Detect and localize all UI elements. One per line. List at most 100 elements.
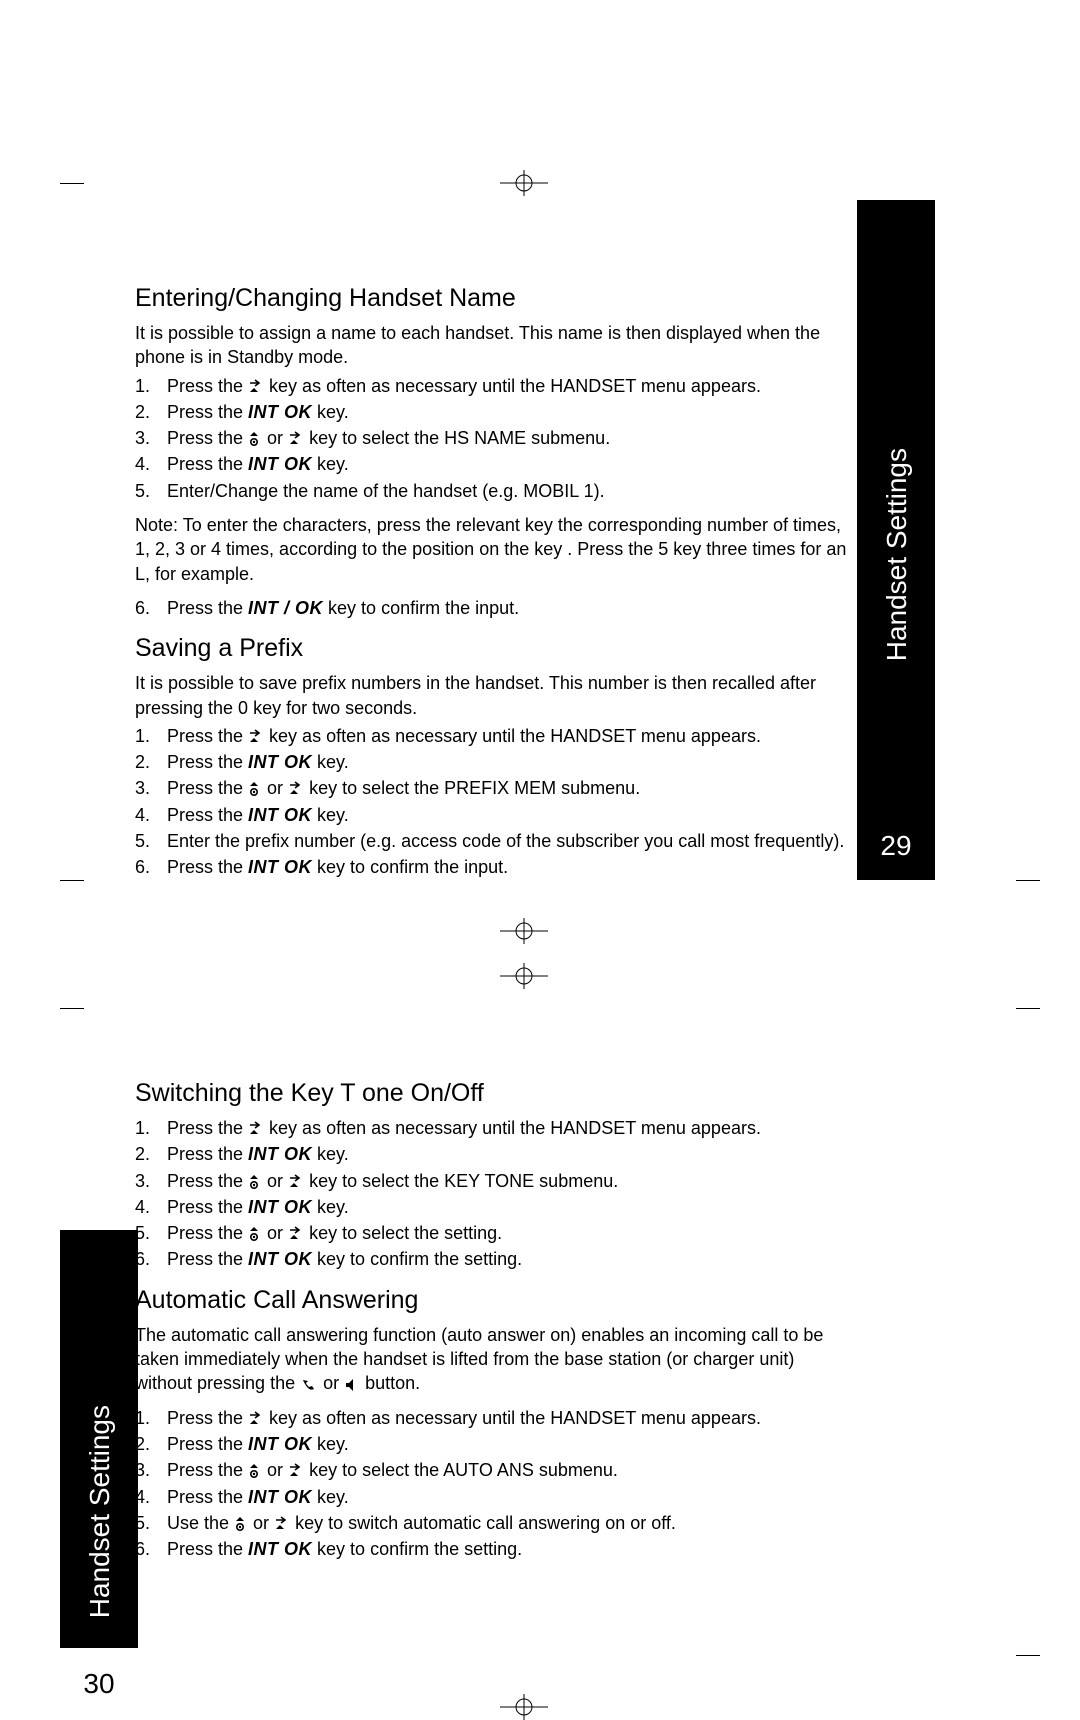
list-item: 2.Press the INT OK key. [135, 1142, 855, 1166]
step-number: 3. [135, 1169, 150, 1193]
step-number: 3. [135, 1458, 150, 1482]
step-text: key as often as necessary until the HAND… [264, 1408, 761, 1428]
step-text: Press the [167, 1197, 248, 1217]
crop-mark [60, 880, 84, 881]
right-down-arrow-icon [288, 780, 304, 798]
step-number: 1. [135, 1116, 150, 1140]
up-record-icon [248, 1173, 262, 1191]
step-text: Press the [167, 752, 248, 772]
step-text: key. [312, 1487, 349, 1507]
step-text: Press the [167, 1460, 248, 1480]
right-down-arrow-icon [248, 728, 264, 746]
list-item: 5. Enter the prefix number (e.g. access c… [135, 829, 855, 853]
step-text: key to confirm the setting. [312, 1249, 522, 1269]
section-tab-label: Handset Settings [84, 1405, 116, 1618]
right-down-arrow-icon [248, 378, 264, 396]
steps-handset-name-6: 6. Press the INT / OK key to confirm the … [135, 596, 855, 620]
step-number: 3. [135, 776, 150, 800]
step-text: Press the [167, 402, 248, 422]
crop-mark [1016, 880, 1040, 881]
list-item: 1. Press the key as often as necessary un… [135, 1406, 855, 1430]
step-number: 5. [135, 1511, 150, 1535]
up-record-icon [248, 1462, 262, 1480]
step-text: Press the [167, 1539, 248, 1559]
list-item: 4.Press the INT OK key. [135, 1195, 855, 1219]
crop-mark [1016, 1008, 1040, 1009]
step-text: key as often as necessary until the HAND… [264, 376, 761, 396]
list-item: 5.Press the or key to select the setting… [135, 1221, 855, 1245]
step-number: 1. [135, 724, 150, 748]
step-text: Enter the prefix number (e.g. access cod… [167, 831, 844, 851]
step-number: 2. [135, 750, 150, 774]
step-text: Press the [167, 1408, 248, 1428]
step-text: Press the [167, 428, 248, 448]
right-down-arrow-icon [274, 1515, 290, 1533]
step-text: Press the [167, 1249, 248, 1269]
step-text: Press the [167, 1223, 248, 1243]
list-item: 4.Press the INT OK key. [135, 1485, 855, 1509]
step-number: 2. [135, 1142, 150, 1166]
section-tab-label: Handset Settings [881, 448, 913, 661]
step-number: 6. [135, 596, 150, 620]
call-icon [300, 1377, 318, 1393]
right-down-arrow-icon [288, 1173, 304, 1191]
list-item: 5. Enter/Change the name of the handset (… [135, 479, 855, 503]
heading-handset-name: Entering/Changing Handset Name [135, 284, 855, 313]
up-record-icon [248, 430, 262, 448]
step-number: 2. [135, 400, 150, 424]
step-text: key to confirm the setting. [312, 1539, 522, 1559]
crop-mark [1016, 1655, 1040, 1656]
page-29: Entering/Changing Handset Name It is pos… [135, 270, 875, 886]
list-item: 6.Press the INT OK key to confirm the se… [135, 1537, 855, 1561]
step-text: key to switch automatic call answering o… [290, 1513, 676, 1533]
int-ok-key: INT OK [248, 1487, 312, 1507]
step-text: key to select the setting. [304, 1223, 502, 1243]
steps-handset-name: 1.Press the key as often as necessary un… [135, 374, 855, 503]
step-text: key to confirm the input. [323, 598, 519, 618]
right-down-arrow-icon [248, 1120, 264, 1138]
step-number: 1. [135, 1406, 150, 1430]
step-text: Press the [167, 454, 248, 474]
registration-mark-icon [500, 918, 548, 944]
step-text: key to select the AUTO ANS submenu. [304, 1460, 618, 1480]
step-text: Press the [167, 598, 248, 618]
list-item: 1.Press the key as often as necessary un… [135, 374, 855, 398]
right-down-arrow-icon [288, 430, 304, 448]
list-item: 2.Press the INT OK key. [135, 1432, 855, 1456]
step-text: key. [312, 1197, 349, 1217]
speaker-icon [344, 1377, 360, 1393]
int-ok-key: INT OK [248, 1249, 312, 1269]
step-text: key to select the PREFIX MEM submenu. [304, 778, 640, 798]
step-text: Enter/Change the name of the handset (e.… [167, 481, 605, 501]
list-item: 6. Press the INT OK key to confirm the se… [135, 1247, 855, 1271]
registration-mark-icon [500, 170, 548, 196]
step-text: Press the [167, 1144, 248, 1164]
int-ok-key: INT / OK [248, 598, 323, 618]
registration-mark-icon [500, 1694, 548, 1720]
list-item: 3.Press the or key to select the KEY TON… [135, 1169, 855, 1193]
step-number: 5. [135, 479, 150, 503]
heading-prefix: Saving a Prefix [135, 634, 855, 663]
steps-prefix: 1.Press the key as often as necessary un… [135, 724, 855, 880]
step-text: key. [312, 454, 349, 474]
note-char-entry: Note: To enter the characters, press the… [135, 513, 855, 586]
step-number: 3. [135, 426, 150, 450]
step-text: Press the [167, 1118, 248, 1138]
step-number: 6. [135, 1247, 150, 1271]
intro-autoanswer: The automatic call answering function (a… [135, 1323, 855, 1396]
right-down-arrow-icon [288, 1225, 304, 1243]
step-text: key to confirm the input. [312, 857, 508, 877]
steps-keytone: 1.Press the key as often as necessary un… [135, 1116, 855, 1272]
int-ok-key: INT OK [248, 752, 312, 772]
step-number: 5. [135, 1221, 150, 1245]
int-ok-key: INT OK [248, 402, 312, 422]
up-record-icon [248, 1225, 262, 1243]
step-number: 5. [135, 829, 150, 853]
text: The automatic call answering function (a… [135, 1325, 823, 1394]
int-ok-key: INT OK [248, 1197, 312, 1217]
step-text: key to select the HS NAME submenu. [304, 428, 610, 448]
text: or [323, 1373, 344, 1393]
list-item: 3.Press the or key to select the HS NAME… [135, 426, 855, 450]
step-text: Press the [167, 726, 248, 746]
list-item: 2.Press the INT OK key. [135, 400, 855, 424]
